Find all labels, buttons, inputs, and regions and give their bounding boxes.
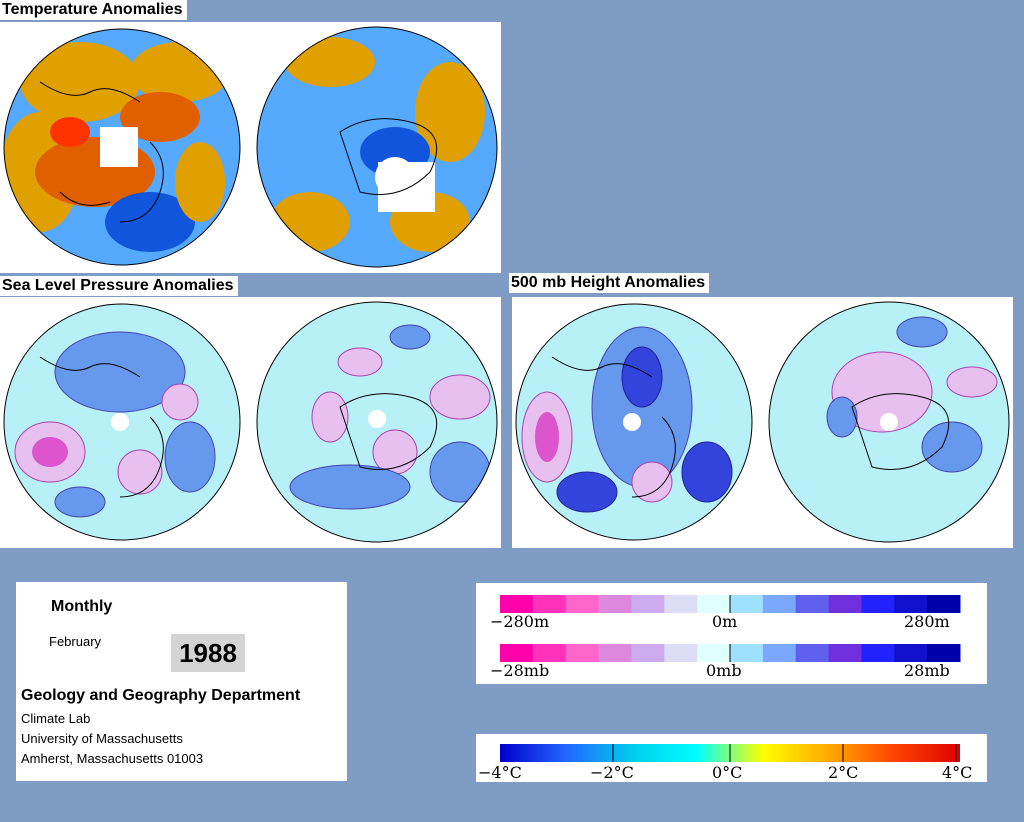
month-label: February (49, 634, 102, 649)
color-bar-swatch (730, 644, 764, 662)
temperature-northern-hemisphere-map (4, 29, 240, 265)
color-bar-swatch (664, 644, 698, 662)
year-label: 1988 (171, 634, 245, 672)
height-tick-zero: 0m (712, 612, 737, 631)
university-label: University of Massachusetts (21, 731, 183, 746)
color-bar-swatch (500, 595, 534, 613)
slp-panel (0, 297, 501, 548)
height-panel (512, 297, 1013, 548)
color-bar-swatch (795, 595, 830, 613)
color-bar-swatch (532, 595, 567, 613)
temp-tick-plus4: 4°C (942, 763, 972, 782)
color-bar-swatch (631, 595, 665, 613)
color-bar-swatch (598, 644, 632, 662)
pressure-tick-zero: 0mb (706, 661, 742, 680)
slp-title: Sea Level Pressure Anomalies (0, 276, 238, 296)
color-bar-swatch (762, 644, 797, 662)
color-bar-swatch (730, 595, 764, 613)
temp-tick-plus2: 2°C (828, 763, 858, 782)
height-southern-hemisphere-map (769, 302, 1009, 542)
height-title: 500 mb Height Anomalies (509, 273, 710, 293)
slp-northern-hemisphere-map (4, 304, 240, 540)
color-bar-swatch (631, 644, 665, 662)
temperature-title: Temperature Anomalies (0, 0, 187, 20)
temperature-legend: −4°C −2°C 0°C 2°C 4°C (476, 734, 987, 782)
temp-tick-zero: 0°C (712, 763, 742, 782)
department-label: Geology and Geography Department (21, 687, 301, 704)
temp-tick-minus4: −4°C (478, 763, 522, 782)
height-color-bar (500, 595, 961, 613)
color-bar-swatch (697, 644, 731, 662)
slp-southern-hemisphere-map (257, 302, 497, 542)
color-bar-swatch (894, 644, 928, 662)
color-bar-swatch (861, 644, 895, 662)
color-bar-swatch (894, 595, 928, 613)
color-bar-swatch (532, 644, 567, 662)
color-bar-swatch (927, 595, 961, 613)
address-label: Amherst, Massachusetts 01003 (21, 751, 204, 766)
height-northern-hemisphere-map (516, 304, 752, 540)
anomaly-legend: −280m 0m 280m −28mb 0mb 28mb (476, 583, 987, 684)
period-label: Monthly (51, 598, 113, 615)
color-bar-swatch (664, 595, 698, 613)
height-tick-max: 280m (904, 612, 950, 631)
pressure-tick-max: 28mb (904, 661, 950, 680)
color-bar-swatch (828, 644, 862, 662)
lab-label: Climate Lab (21, 711, 91, 726)
info-box: Monthly February 1988 Geology and Geogra… (16, 582, 347, 781)
color-bar-swatch (697, 595, 731, 613)
color-bar-swatch (927, 644, 961, 662)
color-bar-swatch (500, 644, 534, 662)
color-bar-swatch (598, 595, 632, 613)
color-bar-swatch (861, 595, 895, 613)
height-tick-min: −280m (490, 612, 549, 631)
color-bar-swatch (762, 595, 797, 613)
pressure-tick-min: −28mb (490, 661, 549, 680)
pressure-color-bar (500, 644, 961, 662)
color-bar-swatch (795, 644, 830, 662)
temp-tick-minus2: −2°C (590, 763, 634, 782)
temperature-southern-hemisphere-map (257, 27, 497, 267)
color-bar-swatch (565, 595, 600, 613)
color-bar-swatch (565, 644, 600, 662)
color-bar-swatch (828, 595, 862, 613)
temperature-panel (0, 22, 501, 273)
